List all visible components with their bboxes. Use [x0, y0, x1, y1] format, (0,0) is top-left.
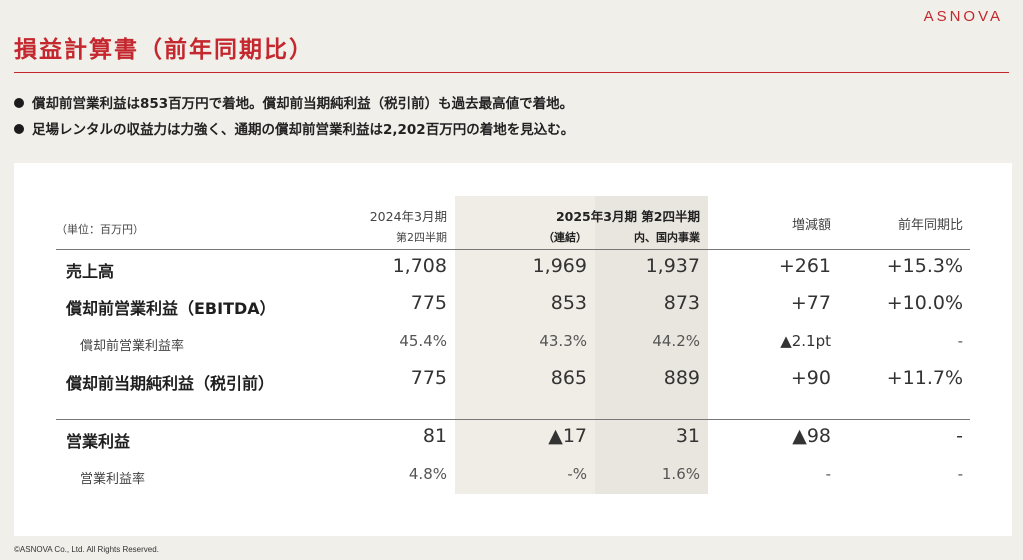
cell-yoy: - — [957, 465, 963, 483]
bullet-dot-icon — [14, 124, 24, 134]
bullet-item: 足場レンタルの収益力は力強く、通期の償却前営業利益は2,202百万円の着地を見込… — [14, 120, 574, 146]
cell-yoy: - — [956, 425, 963, 447]
cell-consolidated: 865 — [550, 367, 587, 389]
cell-yoy: +15.3% — [886, 255, 963, 277]
cell-domestic: 31 — [675, 425, 700, 447]
cell-prev: 45.4% — [399, 332, 447, 350]
page-title: 損益計算書（前年同期比） — [14, 37, 314, 63]
income-statement-table: （単位：百万円） 2024年3月期 第2四半期 2025年3月期 第2四半期 （… — [14, 163, 1012, 536]
header-prev-period: 2024年3月期 — [369, 209, 447, 224]
title-divider — [14, 72, 1009, 73]
cell-consolidated: 43.3% — [539, 332, 587, 350]
cell-change: - — [825, 465, 831, 483]
row-label: 償却前営業利益率 — [80, 339, 185, 354]
cell-change: +261 — [778, 255, 831, 277]
brand-logo: ASNOVA — [923, 8, 1003, 25]
header-consolidated: （連結） — [543, 231, 587, 244]
row-label: 償却前営業利益（EBITDA） — [66, 299, 276, 318]
cell-prev: 4.8% — [408, 465, 447, 483]
summary-bullets: 償却前営業利益は853百万円で着地。償却前当期純利益（税引前）も過去最高値で着地… — [14, 94, 574, 146]
cell-domestic: 44.2% — [652, 332, 700, 350]
cell-change: ▲2.1pt — [780, 332, 831, 350]
copyright-footer: ©ASNOVA Co., Ltd. All Rights Reserved. — [14, 545, 159, 554]
header-current-period: 2025年3月期 第2四半期 — [555, 209, 700, 224]
header-prev-quarter: 第2四半期 — [396, 231, 447, 244]
domestic-highlight — [595, 196, 708, 494]
row-label: 償却前当期純利益（税引前） — [66, 374, 275, 393]
cell-consolidated: -% — [567, 465, 587, 483]
cell-domestic: 1.6% — [661, 465, 700, 483]
section-divider — [56, 419, 970, 420]
cell-yoy: - — [957, 332, 963, 350]
cell-prev: 81 — [422, 425, 447, 447]
header-domestic: 内、国内事業 — [634, 231, 700, 244]
cell-consolidated: 1,969 — [532, 255, 587, 277]
cell-prev: 775 — [410, 292, 447, 314]
cell-domestic: 873 — [663, 292, 700, 314]
bullet-text: 足場レンタルの収益力は力強く、通期の償却前営業利益は2,202百万円の着地を見込… — [32, 122, 575, 138]
cell-prev: 1,708 — [392, 255, 447, 277]
header-divider — [56, 249, 970, 250]
bullet-dot-icon — [14, 98, 24, 108]
cell-change: +77 — [790, 292, 831, 314]
row-label: 営業利益 — [66, 432, 131, 451]
cell-change: ▲98 — [792, 425, 831, 447]
bullet-item: 償却前営業利益は853百万円で着地。償却前当期純利益（税引前）も過去最高値で着地… — [14, 94, 574, 120]
cell-consolidated: 853 — [550, 292, 587, 314]
row-label: 営業利益率 — [80, 472, 146, 487]
cell-yoy: +10.0% — [886, 292, 963, 314]
cell-change: +90 — [790, 367, 831, 389]
cell-domestic: 1,937 — [645, 255, 700, 277]
bullet-text: 償却前営業利益は853百万円で着地。償却前当期純利益（税引前）も過去最高値で着地… — [32, 96, 574, 112]
cell-prev: 775 — [410, 367, 447, 389]
cell-domestic: 889 — [663, 367, 700, 389]
row-label: 売上高 — [66, 262, 115, 281]
cell-yoy: +11.7% — [886, 367, 963, 389]
header-yoy: 前年同期比 — [897, 218, 963, 233]
header-change: 増減額 — [791, 218, 831, 233]
unit-label: （単位：百万円） — [56, 223, 144, 236]
cell-consolidated: ▲17 — [548, 425, 587, 447]
